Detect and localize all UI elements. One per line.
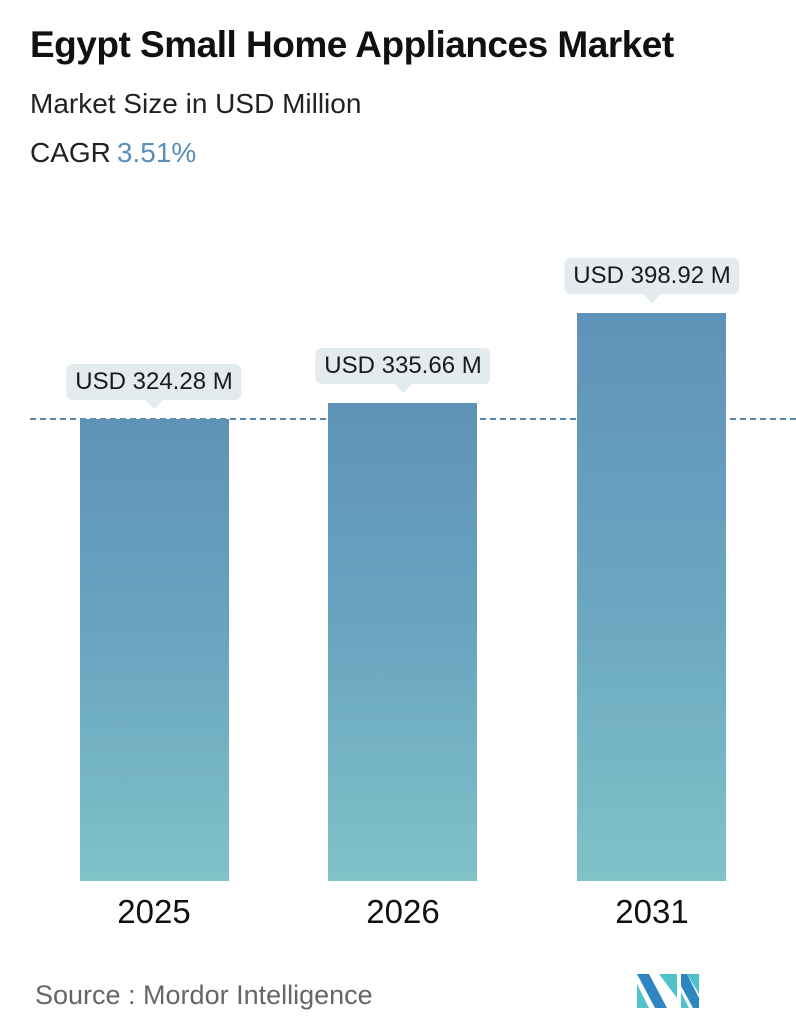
x-tick-2025: 2025 xyxy=(117,893,191,930)
source-text: Source : Mordor Intelligence xyxy=(35,980,373,1010)
chart-title: Egypt Small Home Appliances Market xyxy=(30,24,674,65)
mordor-intelligence-logo-icon xyxy=(637,974,699,1008)
bar-value-label-2031: USD 398.92 M xyxy=(564,258,740,303)
cagr-line: CAGR 3.51% xyxy=(30,137,196,169)
bar-2026 xyxy=(328,403,477,881)
x-tick-2031: 2031 xyxy=(615,893,689,930)
x-tick-2026: 2026 xyxy=(366,893,440,930)
bar-2025 xyxy=(80,419,229,881)
bar-2031 xyxy=(577,313,726,881)
chart-subtitle: Market Size in USD Million xyxy=(30,88,362,119)
cagr-label: CAGR xyxy=(30,137,111,168)
bar-value-label-2026: USD 335.66 M xyxy=(315,348,491,393)
cagr-value: 3.51% xyxy=(116,137,197,168)
bar-value-label-2025: USD 324.28 M xyxy=(66,364,242,409)
